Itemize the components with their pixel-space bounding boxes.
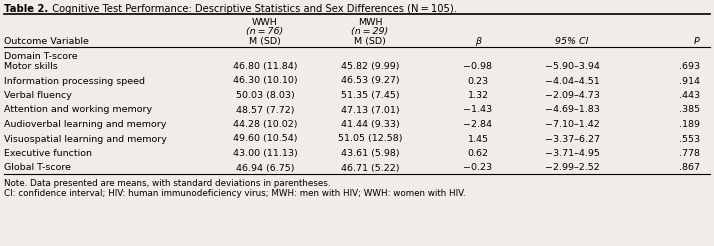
Text: .553: .553 <box>679 135 700 143</box>
Text: −4.69–1.83: −4.69–1.83 <box>545 106 600 114</box>
Text: 43.61 (5.98): 43.61 (5.98) <box>341 149 399 158</box>
Text: 41.44 (9.33): 41.44 (9.33) <box>341 120 399 129</box>
Text: 1.32: 1.32 <box>468 91 488 100</box>
Text: −0.98: −0.98 <box>463 62 493 71</box>
Text: −0.23: −0.23 <box>463 164 493 172</box>
Text: Information processing speed: Information processing speed <box>4 77 145 86</box>
Text: P: P <box>694 37 700 46</box>
Text: −7.10–1.42: −7.10–1.42 <box>545 120 599 129</box>
Text: .778: .778 <box>679 149 700 158</box>
Text: M (SD): M (SD) <box>249 37 281 46</box>
Text: (n = 76): (n = 76) <box>246 27 283 36</box>
Text: −3.37–6.27: −3.37–6.27 <box>545 135 600 143</box>
Text: 46.94 (6.75): 46.94 (6.75) <box>236 164 294 172</box>
Text: Domain T-score: Domain T-score <box>4 52 78 61</box>
Text: Verbal fluency: Verbal fluency <box>4 91 72 100</box>
Text: 47.13 (7.01): 47.13 (7.01) <box>341 106 399 114</box>
Text: .189: .189 <box>679 120 700 129</box>
Text: 51.05 (12.58): 51.05 (12.58) <box>338 135 402 143</box>
Text: −1.43: −1.43 <box>463 106 493 114</box>
Text: .443: .443 <box>679 91 700 100</box>
Text: 44.28 (10.02): 44.28 (10.02) <box>233 120 297 129</box>
Text: .693: .693 <box>679 62 700 71</box>
Text: Table 2.: Table 2. <box>4 4 49 14</box>
Text: β: β <box>475 37 481 46</box>
Text: −2.99–2.52: −2.99–2.52 <box>545 164 599 172</box>
Text: −2.84: −2.84 <box>463 120 493 129</box>
Text: 46.80 (11.84): 46.80 (11.84) <box>233 62 297 71</box>
Text: Outcome Variable: Outcome Variable <box>4 37 89 46</box>
Text: 0.23: 0.23 <box>468 77 488 86</box>
Text: 45.82 (9.99): 45.82 (9.99) <box>341 62 399 71</box>
Text: Global T-score: Global T-score <box>4 164 71 172</box>
Text: −2.09–4.73: −2.09–4.73 <box>545 91 600 100</box>
Text: Attention and working memory: Attention and working memory <box>4 106 152 114</box>
Text: −5.90–3.94: −5.90–3.94 <box>545 62 600 71</box>
Text: Audioverbal learning and memory: Audioverbal learning and memory <box>4 120 166 129</box>
Text: 46.30 (10.10): 46.30 (10.10) <box>233 77 297 86</box>
Text: WWH: WWH <box>252 18 278 27</box>
Text: MWH: MWH <box>358 18 382 27</box>
Text: 48.57 (7.72): 48.57 (7.72) <box>236 106 294 114</box>
Text: Motor skills: Motor skills <box>4 62 58 71</box>
Text: Note. Data presented are means, with standard deviations in parentheses.: Note. Data presented are means, with sta… <box>4 180 331 188</box>
Text: 49.60 (10.54): 49.60 (10.54) <box>233 135 297 143</box>
Text: (n = 29): (n = 29) <box>351 27 388 36</box>
Text: −3.71–4.95: −3.71–4.95 <box>545 149 600 158</box>
Text: Visuospatial learning and memory: Visuospatial learning and memory <box>4 135 167 143</box>
Text: .914: .914 <box>679 77 700 86</box>
Text: 43.00 (11.13): 43.00 (11.13) <box>233 149 297 158</box>
Text: 46.71 (5.22): 46.71 (5.22) <box>341 164 399 172</box>
Text: 95% CI: 95% CI <box>555 37 588 46</box>
Text: Executive function: Executive function <box>4 149 92 158</box>
Text: M (SD): M (SD) <box>354 37 386 46</box>
Text: −4.04–4.51: −4.04–4.51 <box>545 77 599 86</box>
Text: 1.45: 1.45 <box>468 135 488 143</box>
Text: Cognitive Test Performance: Descriptive Statistics and Sex Differences (N = 105): Cognitive Test Performance: Descriptive … <box>46 4 457 14</box>
Text: 50.03 (8.03): 50.03 (8.03) <box>236 91 294 100</box>
Text: 46.53 (9.27): 46.53 (9.27) <box>341 77 399 86</box>
Text: .385: .385 <box>679 106 700 114</box>
Text: 0.62: 0.62 <box>468 149 488 158</box>
Text: 51.35 (7.45): 51.35 (7.45) <box>341 91 399 100</box>
Text: .867: .867 <box>679 164 700 172</box>
Text: CI: confidence interval; HIV: human immunodeficiency virus; MWH: men with HIV; W: CI: confidence interval; HIV: human immu… <box>4 188 466 198</box>
